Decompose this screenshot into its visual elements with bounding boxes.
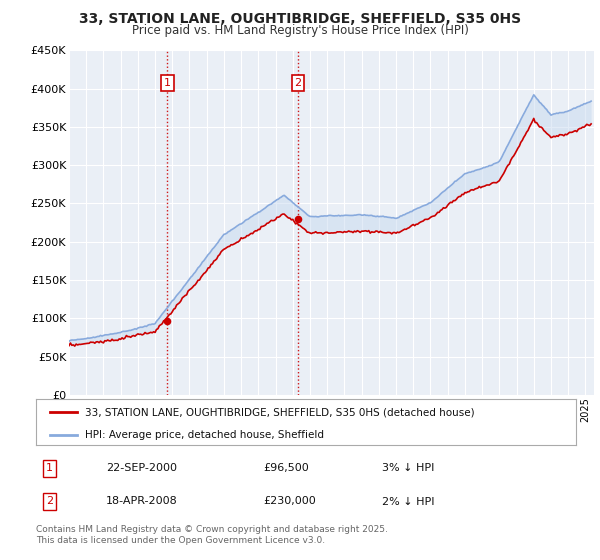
Text: 18-APR-2008: 18-APR-2008 — [106, 497, 178, 506]
Text: Price paid vs. HM Land Registry's House Price Index (HPI): Price paid vs. HM Land Registry's House … — [131, 24, 469, 36]
Text: 2: 2 — [295, 78, 301, 88]
Text: 33, STATION LANE, OUGHTIBRIDGE, SHEFFIELD, S35 0HS: 33, STATION LANE, OUGHTIBRIDGE, SHEFFIEL… — [79, 12, 521, 26]
Point — [293, 214, 303, 223]
Text: 1: 1 — [46, 464, 53, 473]
Text: 33, STATION LANE, OUGHTIBRIDGE, SHEFFIELD, S35 0HS (detached house): 33, STATION LANE, OUGHTIBRIDGE, SHEFFIEL… — [85, 407, 474, 417]
Text: £230,000: £230,000 — [263, 497, 316, 506]
Text: 1: 1 — [164, 78, 171, 88]
Text: 22-SEP-2000: 22-SEP-2000 — [106, 464, 177, 473]
Text: 2% ↓ HPI: 2% ↓ HPI — [382, 497, 434, 506]
Text: Contains HM Land Registry data © Crown copyright and database right 2025.
This d: Contains HM Land Registry data © Crown c… — [36, 525, 388, 545]
Text: 2: 2 — [46, 497, 53, 506]
Text: £96,500: £96,500 — [263, 464, 308, 473]
Text: HPI: Average price, detached house, Sheffield: HPI: Average price, detached house, Shef… — [85, 430, 323, 440]
Point — [163, 316, 172, 325]
Text: 3% ↓ HPI: 3% ↓ HPI — [382, 464, 434, 473]
